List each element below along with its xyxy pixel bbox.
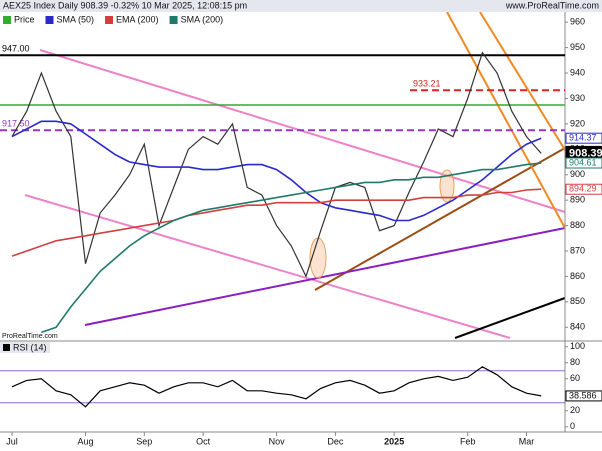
y-tick-label: 840 [570,322,585,332]
trend-line [84,227,566,326]
series-line [11,120,542,222]
header-bar [0,0,602,12]
x-tick-label: 2025 [384,436,404,446]
series-line [41,162,542,334]
trend-line [454,297,566,339]
y-tick-label: 940 [570,67,585,77]
price-panel [0,11,566,339]
x-tick-label: Nov [269,436,286,446]
x-tick-label: Jul [6,436,18,446]
highlight [439,169,455,203]
level-label: 917.50 [2,119,30,129]
axis-tag-label: 38.586 [569,390,597,400]
trend-line [314,147,566,291]
x-tick-label: Mar [519,436,535,446]
chart-title: AEX25 Index Daily 908.39 -0.32% 10 Mar 2… [3,0,247,10]
level-label: 933.21 [413,79,441,89]
series-line [11,51,542,279]
y-tick-label: 20 [570,405,580,415]
axis-tag [565,390,602,402]
y-tick-label: 870 [570,245,585,255]
series-line [11,188,542,257]
y-tick-label: 850 [570,296,585,306]
y-tick-label: 890 [570,195,585,205]
legend-swatch [169,16,178,24]
y-tick-label: 950 [570,42,585,52]
y-tick-label: 900 [570,169,585,179]
y-tick-label: 920 [570,118,585,128]
y-tick-label: 80 [570,357,580,367]
axis-tag-label: 914.37 [569,133,597,143]
trend-line [446,11,566,229]
legend-label: SMA (200) [181,14,224,24]
series-line [11,366,542,408]
legend-swatch [3,16,11,24]
rsi-title: RSI (14) [13,342,47,352]
axis-tag [565,132,602,144]
axis-tag [565,157,602,169]
x-tick-label: Aug [77,436,93,446]
x-tick-label: Feb [460,436,476,446]
y-tick-label: 60 [570,373,580,383]
watermark: ProRealTime.com [2,333,58,340]
level-label: 947.00 [2,44,30,54]
trend-line [479,11,566,151]
legend-bg [0,342,50,353]
legend-label: EMA (200) [116,14,159,24]
legend-label: SMA (50) [57,14,95,24]
y-tick-label: 100 [570,341,585,351]
axis-tag-label: 894.29 [569,184,597,194]
source: www.ProRealTime.com [505,0,599,10]
x-tick-label: Oct [196,436,211,446]
x-tick-label: Dec [327,436,344,446]
legend-swatch [45,16,54,24]
y-tick-label: 0 [570,421,575,431]
x-tick-label: Sep [136,436,152,446]
y-tick-label: 960 [570,17,585,27]
axis-tag [565,183,602,195]
y-tick-label: 860 [570,271,585,281]
trend-line [24,194,511,339]
axis-tag-label: 904.61 [569,157,597,167]
legend-swatch [3,344,10,351]
legend-label: Price [14,14,35,24]
y-tick-label: 930 [570,93,585,103]
y-tick-label: 880 [570,220,585,230]
axis-tag-label: 908.39 [569,147,602,159]
legend-swatch [105,16,114,24]
